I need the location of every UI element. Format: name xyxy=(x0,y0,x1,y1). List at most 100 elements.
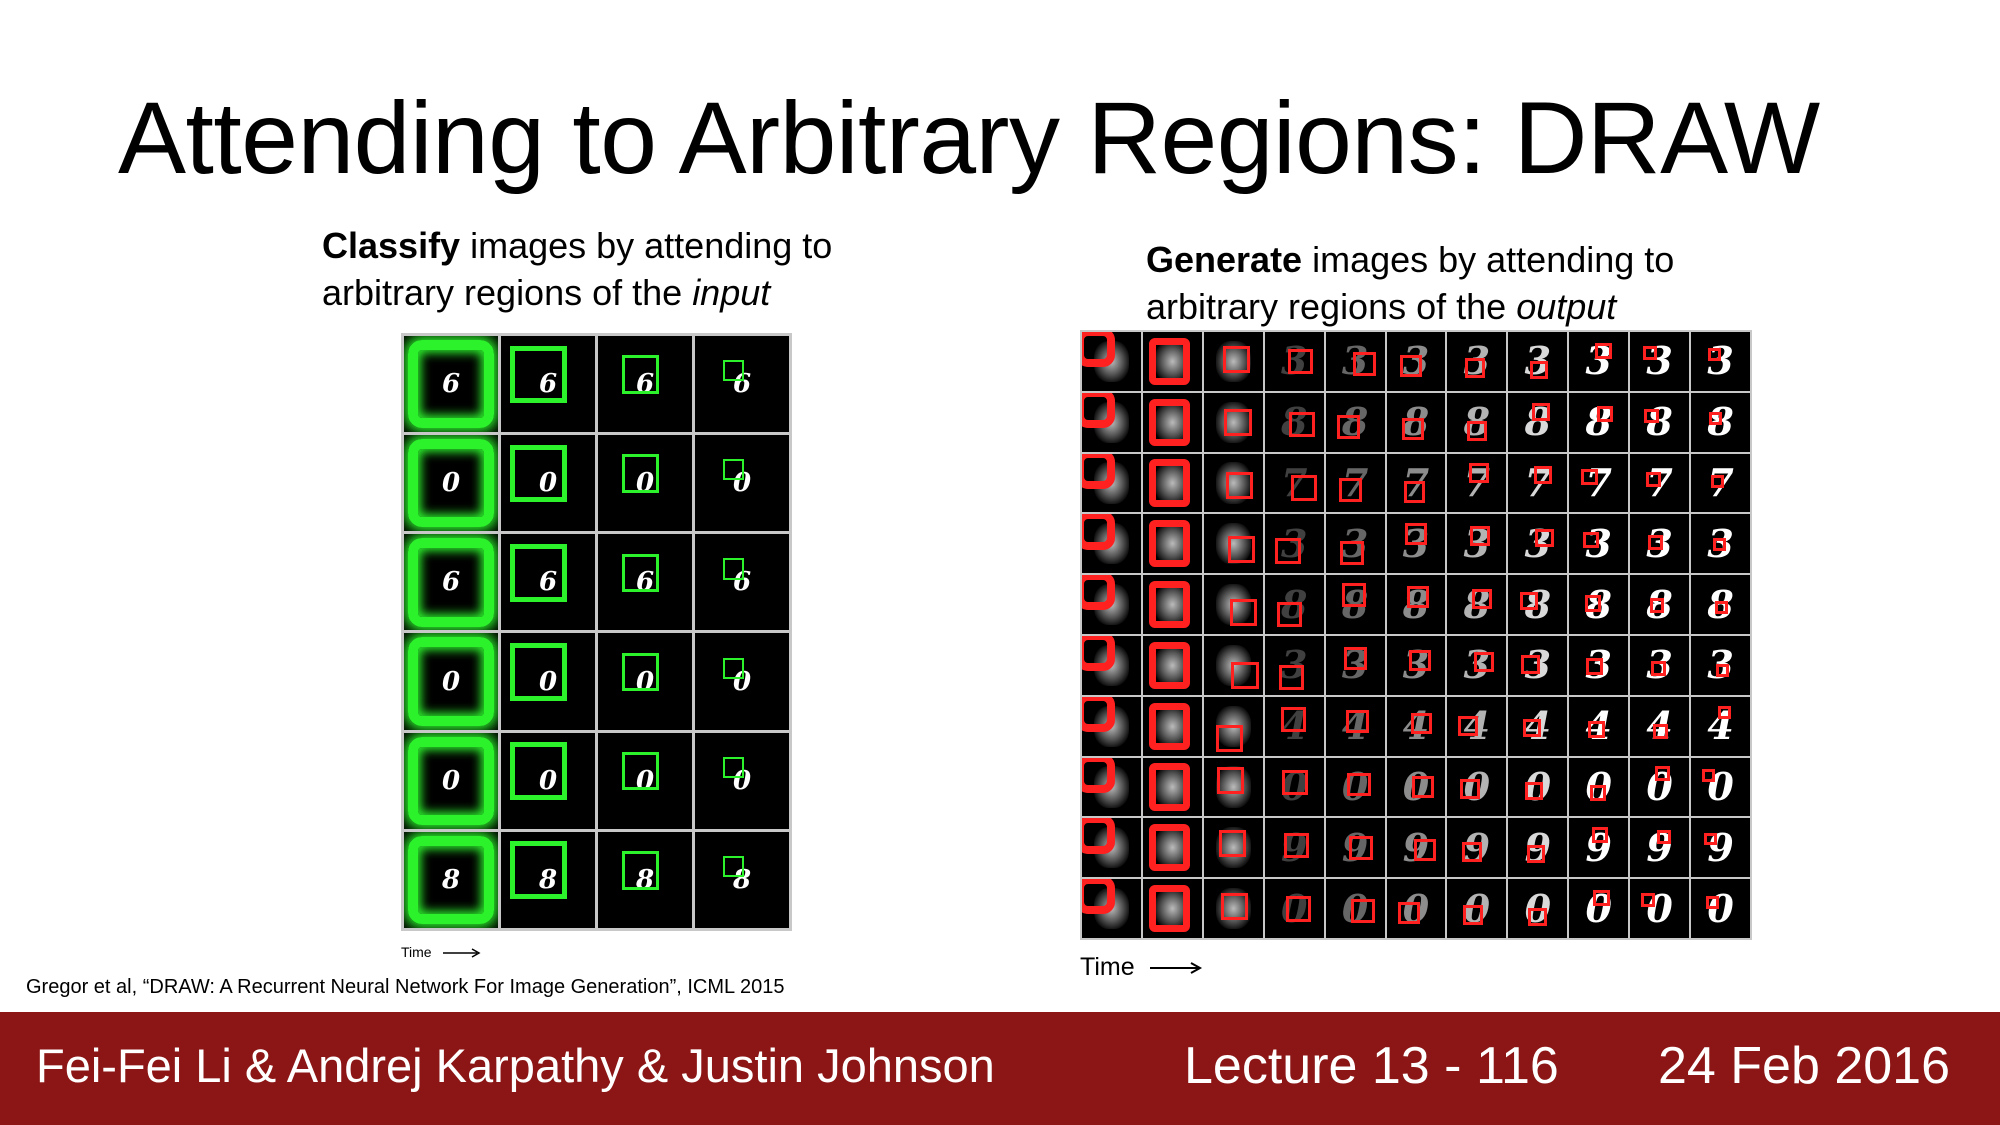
digit-glyph: 0 xyxy=(1402,763,1430,809)
classify-glimpse-cell: 0 xyxy=(404,435,498,532)
generate-step-cell: 3 xyxy=(1630,332,1690,391)
attention-window xyxy=(1220,893,1248,921)
attention-window xyxy=(407,736,495,825)
attention-window xyxy=(1224,409,1252,437)
attention-window xyxy=(1148,337,1191,385)
attention-window xyxy=(1459,778,1480,799)
generate-step-cell: 7 xyxy=(1325,453,1385,513)
generate-step-cell: 8 xyxy=(1386,575,1446,634)
classify-glimpse-cell: 6 xyxy=(695,534,789,631)
classify-glimpse-cell: 0 xyxy=(695,435,789,532)
generate-step-cell: 8 xyxy=(1508,392,1568,452)
right-caption-line1: images by attending to xyxy=(1302,239,1675,280)
attention-window xyxy=(1405,523,1428,545)
generate-step-cell: 3 xyxy=(1264,635,1324,695)
right-arrow-icon xyxy=(443,948,481,958)
generate-step-cell: 3 xyxy=(1569,514,1629,574)
attention-window xyxy=(1278,664,1305,691)
generate-step-cell xyxy=(1203,818,1263,878)
generate-step-cell: 8 xyxy=(1447,575,1507,634)
attention-window xyxy=(1277,601,1303,627)
classify-glimpse-cell: 0 xyxy=(501,633,595,730)
generate-step-cell: 3 xyxy=(1447,332,1507,391)
attention-window xyxy=(1148,885,1191,933)
generate-step-cell: 0 xyxy=(1264,879,1324,938)
attention-window xyxy=(1461,841,1482,862)
attention-window xyxy=(621,553,660,592)
attention-window xyxy=(1285,896,1312,922)
attention-window xyxy=(1082,453,1115,489)
generate-step-cell: 8 xyxy=(1447,392,1507,452)
generate-step-cell: 4 xyxy=(1447,696,1507,756)
attention-window xyxy=(1148,641,1191,689)
digit-glyph: 3 xyxy=(1646,642,1673,688)
generate-step-cell: 0 xyxy=(1508,757,1568,817)
digit-glyph: 8 xyxy=(1524,581,1552,627)
attention-window xyxy=(1148,581,1191,629)
classify-glimpse-cell: 6 xyxy=(404,336,498,433)
generate-step-cell: 4 xyxy=(1264,696,1324,756)
attention-window xyxy=(1521,655,1540,674)
attention-window xyxy=(1463,905,1484,926)
attention-window xyxy=(1707,348,1721,362)
classify-glimpse-cell: 0 xyxy=(598,732,692,829)
attention-window xyxy=(1412,775,1435,798)
generate-step-cell: 7 xyxy=(1447,453,1507,513)
digit-glyph: 0 xyxy=(538,468,558,499)
generate-step-cell: 0 xyxy=(1447,757,1507,817)
digit-glyph: 0 xyxy=(441,666,461,697)
attention-window xyxy=(1340,541,1364,565)
attention-window xyxy=(1465,357,1486,378)
attention-window xyxy=(1148,702,1191,750)
attention-window xyxy=(1649,598,1665,613)
attention-window xyxy=(1217,767,1245,795)
generate-step-cell: 0 xyxy=(1264,757,1324,817)
attention-window xyxy=(1082,575,1115,611)
digit-glyph: 6 xyxy=(635,567,655,598)
digit-glyph: 3 xyxy=(1707,338,1734,384)
classify-glimpse-cell: 0 xyxy=(598,435,692,532)
attention-window xyxy=(1651,661,1667,676)
attention-window xyxy=(407,339,495,429)
attention-window xyxy=(1291,475,1317,501)
digit-glyph: 0 xyxy=(732,765,752,796)
left-time-axis: Time xyxy=(401,944,483,960)
attention-window xyxy=(1472,589,1493,610)
generate-step-cell: 0 xyxy=(1386,757,1446,817)
attention-window xyxy=(1644,408,1660,424)
footer-lecture: Lecture 13 - 116 xyxy=(1184,1037,1559,1095)
generate-step-cell: 3 xyxy=(1447,514,1507,574)
attention-window xyxy=(1531,402,1551,421)
attention-window xyxy=(1470,526,1491,547)
left-caption-bold: Classify xyxy=(322,225,461,266)
generate-step-cell: 8 xyxy=(1630,575,1690,634)
classify-glimpse-cell: 0 xyxy=(404,633,498,730)
attention-window xyxy=(1716,664,1730,678)
generate-step-cell xyxy=(1082,514,1141,574)
generate-step-cell: 3 xyxy=(1508,332,1568,391)
left-caption-italic: input xyxy=(692,272,771,313)
digit-glyph: 3 xyxy=(1585,338,1612,384)
attention-window xyxy=(1229,598,1257,626)
generate-step-cell: 9 xyxy=(1447,818,1507,878)
attention-window xyxy=(1702,769,1716,783)
digit-glyph: 3 xyxy=(1402,338,1430,384)
attention-window xyxy=(1533,465,1552,485)
attention-window xyxy=(407,538,495,627)
attention-window xyxy=(1227,535,1256,563)
attention-window xyxy=(1704,832,1717,846)
generate-step-cell: 9 xyxy=(1264,818,1324,878)
attention-window xyxy=(1584,595,1602,612)
attention-window xyxy=(1350,899,1375,923)
digit-glyph: 3 xyxy=(1707,520,1734,566)
generate-step-cell: 8 xyxy=(1691,392,1750,452)
digit-glyph: 0 xyxy=(1646,885,1673,931)
attention-window xyxy=(1226,472,1254,500)
attention-window xyxy=(1082,879,1115,915)
attention-window xyxy=(1640,892,1656,908)
digit-glyph: 3 xyxy=(1280,520,1308,566)
generate-step-cell: 3 xyxy=(1325,635,1385,695)
generate-step-cell: 3 xyxy=(1264,332,1324,391)
digit-glyph: 6 xyxy=(441,567,461,598)
generate-step-cell xyxy=(1142,696,1202,756)
